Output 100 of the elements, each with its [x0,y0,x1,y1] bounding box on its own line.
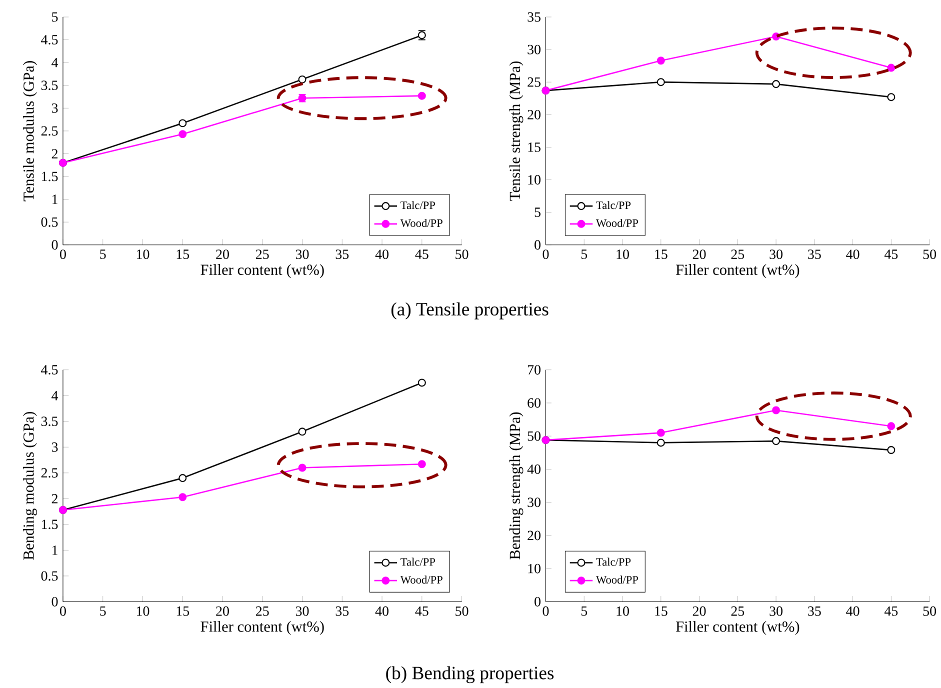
y-tick-label: 0.5 [41,218,58,227]
y-tick-label: 10 [528,175,541,185]
y-tick-label: 2.5 [41,468,58,478]
x-tick-label: 20 [692,250,706,260]
y-tick-label: 0.5 [41,571,58,581]
y-tick-label: 4.5 [41,365,58,375]
point [178,474,187,482]
y-tick-label: 50 [528,432,541,441]
x-tick-label: 50 [456,250,468,260]
y-tick-label: 15 [528,142,540,152]
x-tick-label: 35 [336,250,349,260]
x-tick-label: 5 [581,250,588,260]
x-tick-label: 30 [770,250,782,260]
point [178,493,187,502]
x-tick-label: 25 [256,250,269,260]
y-tick-label: 10 [528,564,541,574]
x-tick-label: 15 [655,250,668,260]
x-tick-label: 35 [808,606,821,616]
y-axis-title: Tensile strength (MPa) [509,62,524,201]
point [772,80,780,88]
x-tick-label: 25 [256,606,269,616]
y-tick-label: 1 [52,546,58,555]
y-tick-label: 5 [534,208,540,218]
y-axis-title: Bending strength (MPa) [509,412,524,560]
x-tick-label: 30 [296,250,309,260]
y-tick-label: 2.5 [41,126,58,136]
point [418,460,426,468]
y-tick-label: 35 [528,12,540,22]
x-tick-label: 40 [846,250,860,260]
legend-label: Wood/PP [400,576,442,584]
y-tick-label: 1.5 [42,520,58,530]
point [298,464,306,472]
x-tick-label: 10 [136,250,150,260]
y-tick-label: 30 [528,44,541,54]
y-tick-label: 3 [52,442,58,452]
point [887,446,896,454]
legend-label: Talc/PP [400,558,436,566]
x-tick-label: 45 [415,606,428,616]
y-tick-label: 0 [52,240,58,250]
legend-label: Wood/PP [596,576,638,584]
point [656,428,665,437]
y-tick-label: 4.5 [41,35,58,45]
y-tick-label: 1.5 [42,172,58,182]
y-tick-label: 3.5 [41,80,58,90]
point [418,92,426,100]
y-tick-label: 70 [528,365,541,375]
x-tick-label: 15 [655,606,668,616]
y-tick-label: 0 [534,240,541,250]
x-tick-label: 50 [456,606,468,616]
x-tick-label: 50 [923,606,936,616]
x-tick-label: 40 [375,606,388,616]
y-tick-label: 20 [528,110,541,120]
x-tick-label: 15 [176,606,190,616]
y-tick-label: 0 [52,597,58,607]
y-tick-label: 5 [52,12,58,22]
point [887,64,896,72]
x-tick-label: 45 [415,250,428,260]
legend-label: Talc/PP [596,201,631,210]
x-tick-label: 30 [296,606,309,616]
x-tick-label: 0 [60,250,66,260]
x-axis-title: Filler content (wt%) [676,621,800,636]
y-tick-label: 2 [52,149,58,159]
point [178,119,187,128]
y-axis-title: Tensile modulus (GPa) [23,61,37,202]
legend-label: Talc/PP [400,201,436,210]
point [298,76,306,84]
x-axis-title: Filler content (wt%) [200,264,324,278]
legend-label: Wood/PP [596,219,638,228]
x-tick-label: 20 [216,606,229,616]
x-tick-label: 0 [60,606,66,616]
point [656,78,665,86]
x-axis-title: Filler content (wt%) [676,264,800,278]
x-tick-label: 0 [542,606,549,616]
point [887,422,896,430]
point [178,130,187,138]
x-tick-label: 40 [846,606,860,616]
x-tick-label: 20 [692,606,706,616]
legend-label: Talc/PP [596,558,631,566]
x-tick-label: 45 [884,606,898,616]
y-tick-label: 4 [52,58,58,68]
x-tick-label: 10 [616,606,629,616]
y-tick-label: 1 [52,194,58,204]
x-tick-label: 20 [216,250,229,260]
point [887,93,896,102]
y-tick-label: 2 [52,494,58,504]
point [772,406,780,414]
x-axis-title: Filler content (wt%) [200,621,324,636]
x-tick-label: 5 [581,606,588,616]
x-tick-label: 50 [923,250,936,260]
x-tick-label: 25 [731,606,744,616]
text: (b) Bending properties [386,666,554,684]
point [656,438,665,447]
text: (a) Tensile properties [391,302,548,320]
point [656,56,665,65]
x-tick-label: 35 [808,250,821,260]
x-tick-label: 15 [176,250,190,260]
point [418,378,426,387]
y-tick-label: 0 [534,597,541,607]
y-tick-label: 4 [52,391,58,400]
point [772,437,780,446]
